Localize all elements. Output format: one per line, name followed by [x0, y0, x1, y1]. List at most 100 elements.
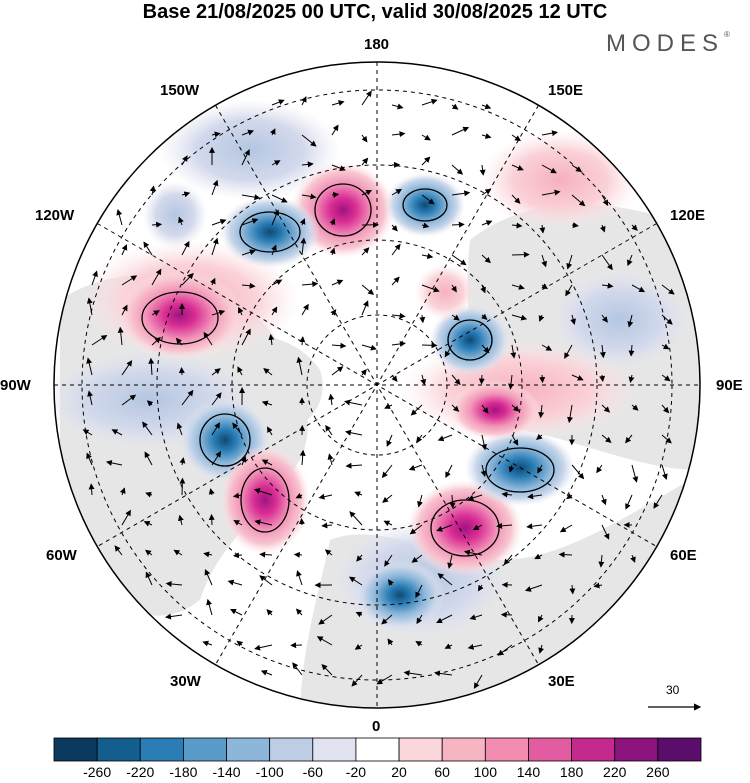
wind-arrow [541, 130, 558, 137]
wind-arrow [511, 222, 523, 229]
lon-label-180: 180 [364, 36, 390, 53]
wind-arrow [481, 434, 487, 451]
wind-arrow [145, 491, 153, 498]
wind-arrow [538, 644, 545, 654]
wind-arrow [625, 434, 633, 444]
wind-arrow [86, 452, 93, 466]
colorbar-tick-label: -100 [255, 764, 284, 780]
lon-label-90w: 90W [0, 377, 31, 394]
map-title: Base 21/08/2025 00 UTC, valid 30/08/2025… [142, 1, 608, 23]
wind-arrow [354, 491, 363, 497]
wind-arrow [361, 344, 377, 351]
wind-arrow [354, 643, 363, 650]
wind-arrow [451, 404, 460, 412]
wind-arrow [444, 344, 453, 358]
wind-arrow [481, 344, 490, 354]
wind-arrow [344, 399, 363, 406]
wind-arrow [567, 404, 573, 424]
wind-arrow [631, 464, 639, 483]
wind-arrow [437, 434, 453, 442]
wind-arrow [480, 464, 487, 477]
wind-arrow [391, 131, 406, 138]
wind-arrow [391, 312, 406, 319]
wind-arrow [541, 344, 553, 351]
wind-arrow [467, 494, 483, 501]
wind-arrow [355, 611, 363, 618]
wind-arrow [507, 374, 514, 390]
wind-arrow [316, 636, 333, 646]
wind-arrow [391, 188, 403, 196]
wind-arrow [325, 424, 333, 436]
wind-arrow [451, 126, 470, 136]
wind-arrow [119, 487, 126, 496]
negative-anomaly-centre [355, 560, 445, 630]
lon-label-150w: 150W [160, 82, 200, 99]
wind-arrow [241, 129, 255, 136]
wind-arrow [232, 422, 243, 436]
wind-arrow [208, 488, 215, 496]
wind-arrow [661, 284, 675, 295]
wind-arrow [331, 191, 340, 198]
wind-arrow [409, 524, 423, 535]
colorbar-tick-label: 180 [559, 764, 584, 780]
wind-arrow [211, 392, 222, 406]
wind-arrow [143, 241, 153, 256]
wind-arrow [121, 275, 138, 286]
wind-arrow [473, 674, 483, 689]
wind-arrow [434, 670, 453, 677]
wind-arrow [301, 96, 307, 106]
wind-arrow [479, 164, 486, 176]
colorbar-tick-label: -60 [302, 764, 323, 780]
positive-anomaly-centre [407, 480, 523, 576]
wind-arrow [270, 128, 276, 136]
wind-arrow [451, 374, 461, 386]
wind-arrow [121, 509, 131, 526]
wind-arrow [87, 390, 94, 406]
wind-arrow [116, 209, 123, 226]
wind-arrow [534, 553, 543, 560]
wind-arrow [511, 251, 530, 258]
colorbar-tick-labels: -260 -220 -180 -140 -100 -60 -20 20 60 100 140 180 2… [0, 764, 750, 782]
weak-negative-patch [160, 100, 340, 200]
negative-anomaly-centre [385, 173, 465, 237]
wind-arrow [500, 611, 513, 618]
wind-arrow [331, 124, 339, 136]
wind-arrow [421, 342, 438, 349]
wind-arrow [361, 284, 375, 296]
wind-arrow [508, 464, 515, 473]
wind-arrow [259, 575, 273, 586]
colorbar-swatch [571, 737, 616, 762]
wind-arrow [421, 222, 430, 229]
wind-arrow [361, 157, 369, 166]
wind-arrow [145, 571, 153, 586]
wind-arrow [330, 309, 337, 316]
wind-arrow [361, 300, 369, 316]
colorbar-swatch [484, 737, 529, 762]
wind-arrow [511, 284, 525, 290]
wind-arrow [206, 598, 213, 616]
wind-arrow [361, 134, 368, 143]
colorbar-swatch [182, 737, 227, 762]
wind-arrow [293, 551, 303, 558]
wind-arrow [329, 247, 336, 256]
colorbar-tick-label: 60 [434, 764, 450, 780]
wind-arrow [416, 434, 423, 443]
wind-arrow [271, 279, 283, 286]
wind-arrow [88, 483, 95, 496]
wind-arrow [625, 494, 633, 510]
colorbar-tick-label: -260 [83, 764, 112, 780]
wind-reference-label: 30 [666, 683, 680, 697]
wind-arrow [238, 306, 244, 316]
wind-arrow [324, 549, 333, 556]
wind-arrow [299, 218, 306, 226]
wind-arrow [173, 549, 183, 556]
wind-arrow [391, 243, 401, 256]
wind-arrow [451, 221, 465, 228]
wind-arrow [410, 404, 423, 416]
wind-arrow [117, 326, 124, 346]
positive-anomaly-centre [450, 380, 540, 440]
wind-arrow [527, 493, 543, 500]
wind-arrow [176, 422, 183, 436]
wind-arrow [151, 221, 163, 228]
lon-label-30w: 30W [170, 673, 201, 690]
